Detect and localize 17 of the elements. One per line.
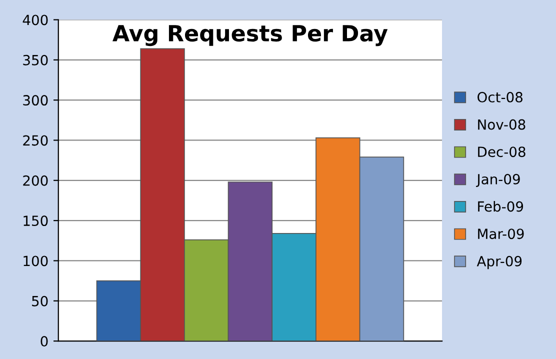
- legend-label: Dec-08: [478, 146, 526, 158]
- y-tick-label: 0: [40, 336, 48, 347]
- y-tick-label: 150: [24, 216, 48, 226]
- y-tick-label: 300: [23, 95, 48, 106]
- y-tick-label: 50: [32, 296, 48, 306]
- legend-label: Nov-08: [478, 119, 526, 130]
- y-tick-label: 400: [22, 14, 48, 26]
- y-tick-label: 100: [24, 256, 48, 266]
- legend-label: Apr-09: [476, 256, 522, 270]
- legend-label: Oct-08: [478, 92, 522, 102]
- legend-label: Mar-09: [478, 228, 524, 240]
- y-tick-label: 250: [23, 135, 48, 146]
- chart-title: Avg Requests Per Day: [112, 25, 388, 46]
- legend-label: Feb-09: [478, 201, 524, 212]
- legend-label: Jan-09: [476, 174, 520, 188]
- y-tick-label: 350: [23, 54, 48, 66]
- y-tick-label: 200: [23, 175, 48, 186]
